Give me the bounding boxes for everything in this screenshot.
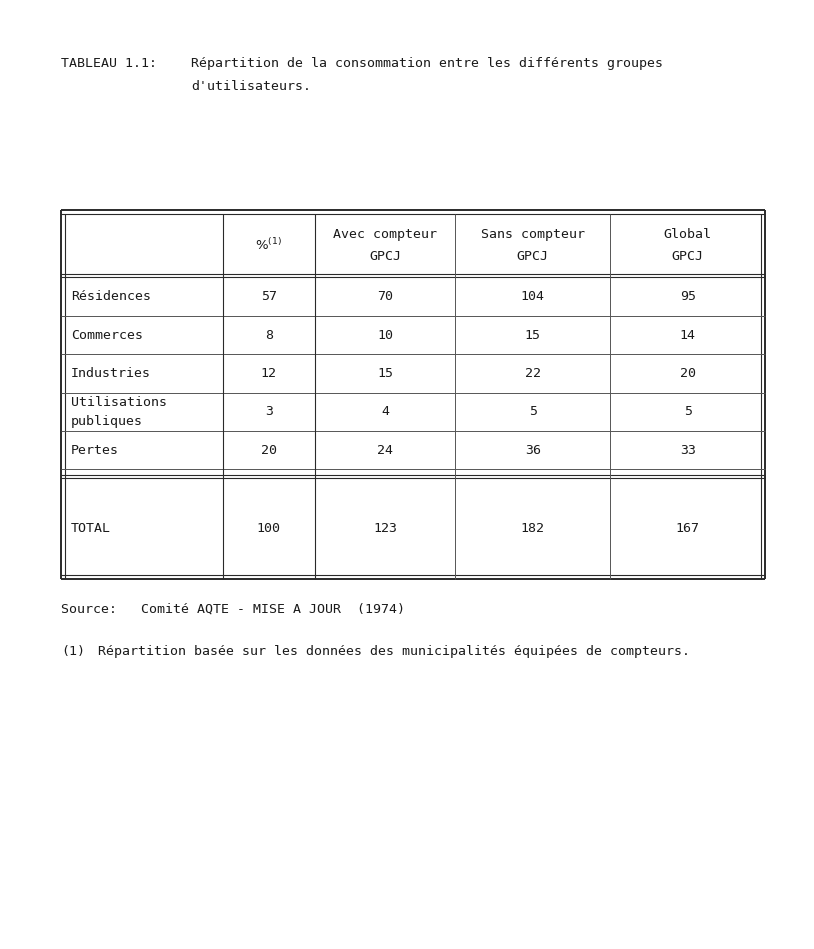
Text: 95: 95 bbox=[680, 290, 696, 303]
Text: Commerces: Commerces bbox=[71, 328, 142, 342]
Text: (1): (1) bbox=[61, 645, 85, 659]
Text: 70: 70 bbox=[377, 290, 393, 303]
Text: Avec compteur: Avec compteur bbox=[333, 228, 437, 241]
Text: Industries: Industries bbox=[71, 367, 151, 380]
Text: 33: 33 bbox=[680, 443, 696, 456]
Text: TOTAL: TOTAL bbox=[71, 522, 111, 535]
Text: 15: 15 bbox=[525, 328, 540, 342]
Text: Répartition de la consommation entre les différents groupes: Répartition de la consommation entre les… bbox=[191, 57, 663, 70]
Text: Pertes: Pertes bbox=[71, 443, 119, 456]
Text: d'utilisateurs.: d'utilisateurs. bbox=[191, 80, 311, 93]
Text: Sans compteur: Sans compteur bbox=[481, 228, 584, 241]
Text: TABLEAU 1.1:: TABLEAU 1.1: bbox=[61, 57, 157, 70]
Text: 182: 182 bbox=[521, 522, 545, 535]
Text: 24: 24 bbox=[377, 443, 393, 456]
Text: 5: 5 bbox=[684, 405, 692, 419]
Text: 123: 123 bbox=[373, 522, 397, 535]
Text: Global: Global bbox=[663, 228, 711, 241]
Text: publiques: publiques bbox=[71, 415, 142, 428]
Text: 100: 100 bbox=[256, 522, 281, 535]
Text: 20: 20 bbox=[680, 367, 696, 380]
Text: 22: 22 bbox=[525, 367, 540, 380]
Text: 14: 14 bbox=[680, 328, 696, 342]
Text: 104: 104 bbox=[521, 290, 545, 303]
Text: 167: 167 bbox=[676, 522, 700, 535]
Text: Source:   Comité AQTE - MISE A JOUR  (1974): Source: Comité AQTE - MISE A JOUR (1974) bbox=[61, 603, 405, 616]
Text: 10: 10 bbox=[377, 328, 393, 342]
Text: 5: 5 bbox=[529, 405, 536, 419]
Text: GPCJ: GPCJ bbox=[672, 251, 704, 264]
Text: GPCJ: GPCJ bbox=[517, 251, 549, 264]
Text: 4: 4 bbox=[381, 405, 389, 419]
Text: 3: 3 bbox=[265, 405, 273, 419]
Text: 15: 15 bbox=[377, 367, 393, 380]
Text: 36: 36 bbox=[525, 443, 540, 456]
Text: Résidences: Résidences bbox=[71, 290, 151, 303]
Text: 57: 57 bbox=[260, 290, 277, 303]
Text: Utilisations: Utilisations bbox=[71, 396, 167, 409]
Text: $\%^{(1)}$: $\%^{(1)}$ bbox=[256, 237, 282, 253]
Text: 8: 8 bbox=[265, 328, 273, 342]
Text: GPCJ: GPCJ bbox=[369, 251, 401, 264]
Text: 12: 12 bbox=[260, 367, 277, 380]
Text: Répartition basée sur les données des municipalités équipées de compteurs.: Répartition basée sur les données des mu… bbox=[98, 645, 689, 659]
Text: 20: 20 bbox=[260, 443, 277, 456]
